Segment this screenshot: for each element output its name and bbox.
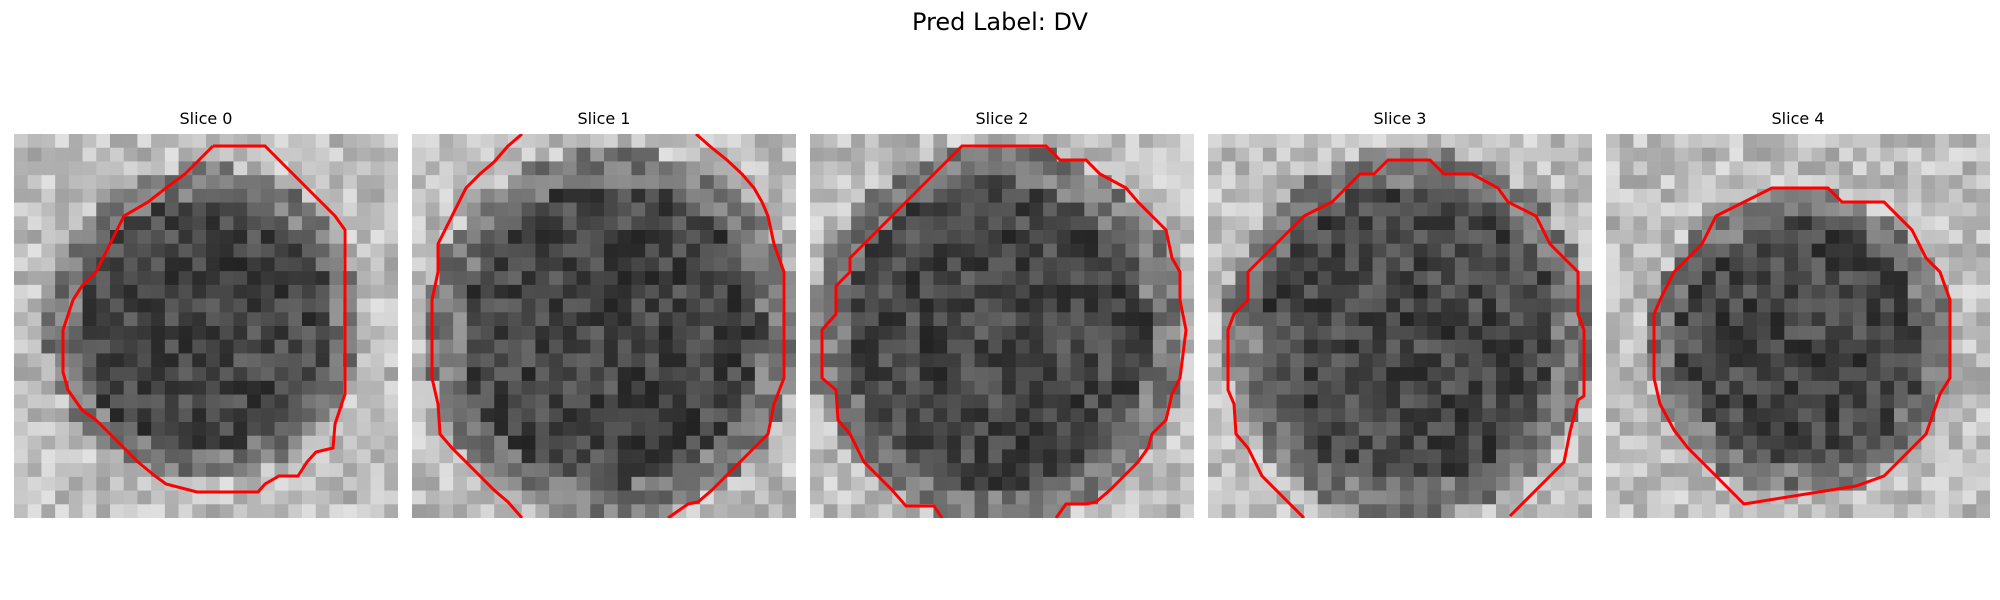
slice-title: Slice 1 — [577, 109, 631, 128]
slice-title: Slice 2 — [975, 109, 1029, 128]
slice-panel-2: Slice 2 — [810, 108, 1194, 518]
segmentation-contour — [430, 134, 524, 518]
figure-title: Pred Label: DV — [912, 8, 1088, 36]
segmentation-contour — [61, 144, 347, 494]
slice-title: Slice 3 — [1373, 109, 1427, 128]
grayscale-noise-tiles — [14, 134, 398, 518]
segmentation-contour — [1226, 158, 1586, 518]
slice-panel-3: Slice 3 — [1208, 108, 1592, 518]
slice-title: Slice 4 — [1771, 109, 1825, 128]
slice-panel-4: Slice 4 — [1606, 108, 1990, 518]
grayscale-noise-tiles — [1208, 134, 1592, 518]
slice-svg — [1208, 134, 1592, 518]
slice-image — [14, 134, 398, 518]
slice-image — [1606, 134, 1990, 518]
slice-svg — [810, 134, 1194, 518]
slice-image — [810, 134, 1194, 518]
slice-title: Slice 0 — [179, 109, 233, 128]
segmentation-contour-right — [667, 134, 786, 518]
slice-image — [412, 134, 796, 518]
slice-image — [1208, 134, 1592, 518]
slice-svg — [14, 134, 398, 518]
slice-panel-1: Slice 1 — [412, 108, 796, 518]
grayscale-noise-tiles — [412, 134, 796, 518]
slice-panel-0: Slice 0 — [14, 108, 398, 518]
segmentation-contour — [1652, 186, 1952, 506]
slice-svg — [412, 134, 796, 518]
grayscale-noise-tiles — [1606, 134, 1990, 518]
segmentation-contour — [820, 144, 1188, 518]
slice-svg — [1606, 134, 1990, 518]
grayscale-noise-tiles — [810, 134, 1194, 518]
